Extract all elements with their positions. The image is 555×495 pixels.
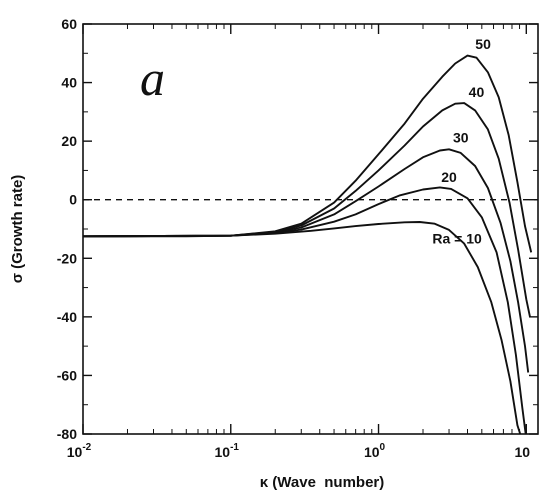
x-tick-label: 10 — [515, 444, 531, 460]
y-tick-label: 20 — [61, 133, 77, 149]
y-axis-title: σ (Growth rate) — [9, 175, 26, 284]
curve-label: 20 — [441, 169, 457, 185]
curve-label: 30 — [453, 130, 469, 146]
series-line-4 — [82, 54, 533, 253]
y-tick-label: 60 — [61, 16, 77, 32]
series-line-3 — [82, 102, 531, 318]
curve-label: 50 — [475, 36, 491, 52]
x-tick-label: 10-1 — [215, 442, 240, 460]
y-tick-label: -40 — [57, 309, 77, 325]
curve-label: Ra = 10 — [432, 231, 482, 247]
y-tick-label: -60 — [57, 367, 77, 383]
panel-label: a — [140, 50, 165, 106]
x-axis-title: κ (Wave number) — [260, 474, 385, 491]
y-tick-label: -80 — [57, 426, 77, 442]
y-tick-label: 40 — [61, 75, 77, 91]
x-tick-label: 10-2 — [67, 442, 92, 460]
y-tick-label: 0 — [69, 192, 77, 208]
y-tick-label: -20 — [57, 250, 77, 266]
series-line-0 — [83, 221, 522, 435]
x-tick-label: 100 — [364, 442, 386, 460]
curve-label: 40 — [469, 84, 485, 100]
series-line-2 — [82, 148, 530, 373]
series-line-1 — [82, 186, 527, 435]
